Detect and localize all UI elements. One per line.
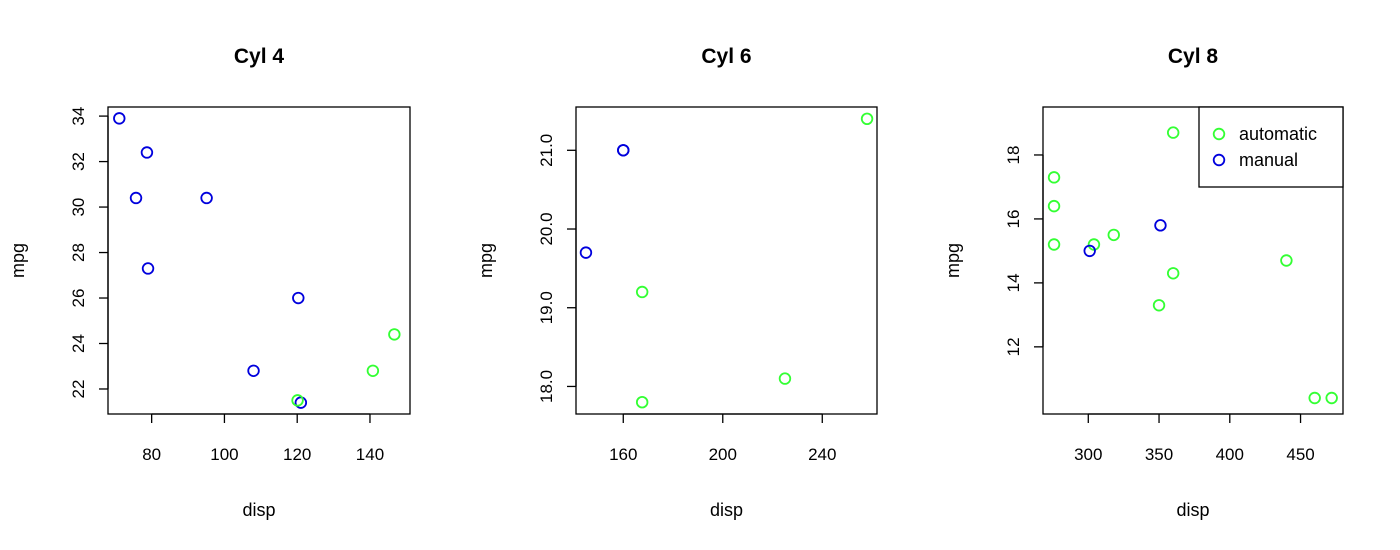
data-point-automatic xyxy=(635,395,649,409)
y-tick-label: 34 xyxy=(69,107,88,126)
data-point-manual xyxy=(140,146,154,159)
y-tick-label: 20.0 xyxy=(537,212,556,245)
data-point-automatic xyxy=(1325,391,1338,405)
chart-title: Cyl 8 xyxy=(1168,45,1219,68)
y-tick-label: 26 xyxy=(69,289,88,308)
data-point-automatic xyxy=(778,372,792,385)
chart-title: Cyl 6 xyxy=(701,45,751,68)
data-point-automatic xyxy=(860,112,874,126)
y-tick-label: 19.0 xyxy=(537,291,556,324)
x-axis-label: disp xyxy=(710,500,743,520)
x-tick-label: 300 xyxy=(1074,445,1102,464)
data-point-manual xyxy=(141,262,155,275)
data-point-automatic xyxy=(1107,228,1120,242)
data-point-manual xyxy=(247,364,260,377)
data-point-automatic xyxy=(1047,238,1061,251)
y-axis-label: mpg xyxy=(476,243,496,278)
x-tick-label: 450 xyxy=(1286,445,1314,464)
y-tick-label: 24 xyxy=(69,334,88,353)
y-tick-label: 12 xyxy=(1004,337,1023,356)
y-axis-label: mpg xyxy=(8,243,28,278)
panel-2: Cyl 6 160 200 240 18.0 19.0 20.0 21.0 disp mpg xyxy=(476,45,878,520)
data-point-automatic xyxy=(1047,171,1061,184)
x-tick-label: 350 xyxy=(1145,445,1173,464)
plot-frame xyxy=(575,106,878,415)
chart-title: Cyl 4 xyxy=(234,45,285,68)
legend-label-manual: manual xyxy=(1239,150,1298,170)
data-point-automatic xyxy=(291,394,304,407)
x-axis-label: disp xyxy=(1176,500,1209,520)
data-point-manual xyxy=(579,246,593,259)
x-tick-label: 400 xyxy=(1216,445,1244,464)
data-point-manual xyxy=(1083,244,1096,258)
data-point-automatic xyxy=(1087,238,1101,251)
y-axis-label: mpg xyxy=(943,243,963,278)
y-tick-label: 28 xyxy=(69,243,88,262)
data-point-automatic xyxy=(1166,126,1180,139)
data-point-manual xyxy=(292,291,305,305)
y-tick-label: 16 xyxy=(1004,209,1023,228)
data-point-automatic xyxy=(366,364,380,377)
x-tick-label: 160 xyxy=(609,445,637,464)
legend-marker-automatic xyxy=(1212,127,1226,141)
panel-3: Cyl 8 300 350 400 450 12 14 16 18 disp mpg automati… xyxy=(943,45,1344,520)
legend: automatic manual xyxy=(1198,106,1344,188)
y-tick-label: 18.0 xyxy=(537,370,556,403)
data-point-manual xyxy=(200,191,213,205)
x-tick-label: 80 xyxy=(142,445,161,464)
data-point-manual xyxy=(617,144,630,157)
data-point-manual xyxy=(1154,219,1167,232)
y-tick-label: 21.0 xyxy=(537,134,556,167)
data-point-manual xyxy=(113,112,126,125)
data-point-automatic xyxy=(1152,299,1166,312)
x-tick-label: 120 xyxy=(283,445,311,464)
y-tick-label: 22 xyxy=(69,380,88,399)
y-tick-label: 14 xyxy=(1004,273,1023,292)
x-tick-label: 100 xyxy=(210,445,238,464)
x-axis-label: disp xyxy=(242,500,275,520)
x-tick-label: 140 xyxy=(356,445,384,464)
y-tick-label: 30 xyxy=(69,198,88,217)
data-point-automatic xyxy=(1308,391,1321,405)
data-point-automatic xyxy=(388,328,401,341)
legend-box xyxy=(1198,106,1344,188)
data-point-automatic xyxy=(635,285,649,299)
data-point-manual xyxy=(129,191,143,205)
x-tick-label: 200 xyxy=(709,445,737,464)
y-tick-label: 18 xyxy=(1004,146,1023,165)
legend-label-automatic: automatic xyxy=(1239,124,1317,144)
panel-1: Cyl 4 80 100 120 140 22 24 26 28 30 32 34 disp mpg xyxy=(8,45,411,520)
data-point-automatic xyxy=(1280,254,1293,267)
y-tick-label: 32 xyxy=(69,152,88,171)
legend-marker-manual xyxy=(1212,153,1226,167)
data-point-automatic xyxy=(1047,199,1061,213)
data-point-automatic xyxy=(1166,267,1180,280)
x-tick-label: 240 xyxy=(808,445,836,464)
